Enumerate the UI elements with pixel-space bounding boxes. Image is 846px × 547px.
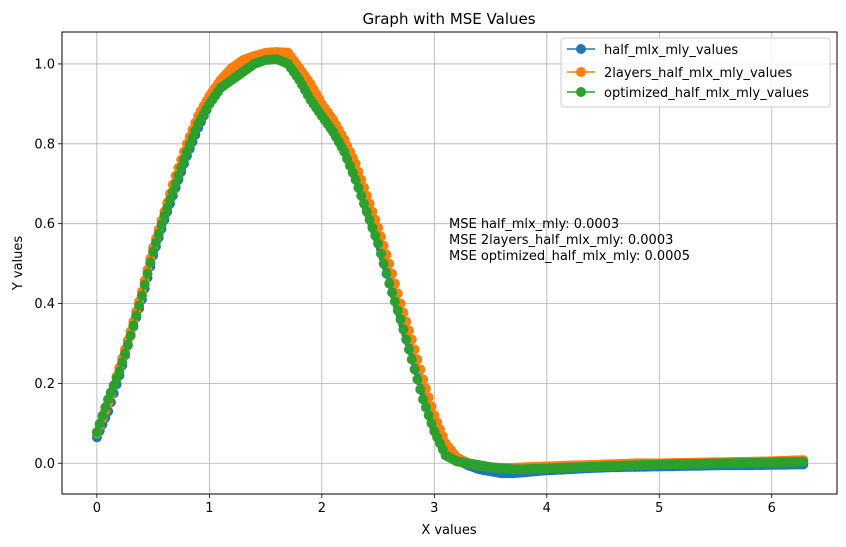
- series-3-point: [136, 290, 147, 301]
- series-3-point: [359, 198, 369, 209]
- series-3-point: [406, 354, 417, 365]
- series-3-point: [131, 310, 142, 321]
- series-3-point: [153, 228, 164, 239]
- x-tick-label: 1: [205, 501, 213, 516]
- x-ticks: 0 1 2 3 4 5 6: [93, 494, 776, 516]
- legend-entry-2: 2layers_half_mlx_mly_values: [567, 66, 792, 81]
- series-3-point: [389, 296, 400, 307]
- legend-entry-3: optimized_half_mlx_mly_values: [567, 86, 809, 101]
- y-tick-label: 0.0: [34, 457, 55, 472]
- mse-annotation-1: MSE half_mlx_mly: 0.0003: [449, 217, 619, 232]
- series-3-point: [142, 268, 153, 279]
- series-3-point: [364, 214, 375, 225]
- x-tick-label: 3: [430, 501, 438, 516]
- series-3-point: [353, 182, 364, 193]
- legend-label-3: optimized_half_mlx_mly_values: [604, 86, 809, 101]
- legend-marker-3: [576, 87, 586, 97]
- series-3-point: [387, 287, 398, 298]
- y-ticks: 0.0 0.2 0.4 0.6 0.8 1.0: [34, 57, 62, 472]
- y-tick-label: 0.4: [34, 297, 55, 312]
- series-3-point: [381, 268, 392, 279]
- x-tick-label: 5: [655, 501, 663, 516]
- series-3-point: [134, 300, 145, 311]
- series-3-point: [120, 348, 130, 359]
- mse-annotations: MSE half_mlx_mly: 0.0003 MSE 2layers_hal…: [449, 217, 690, 264]
- series-3-point: [375, 248, 386, 259]
- series-3-point: [150, 237, 161, 248]
- series-3-point: [395, 314, 406, 325]
- y-axis-label: Y values: [11, 236, 26, 292]
- x-tick-label: 2: [318, 501, 326, 516]
- series-3-point: [398, 324, 409, 335]
- series-3-point: [173, 170, 184, 181]
- series-3-point: [384, 278, 395, 289]
- series-3-point: [356, 190, 367, 201]
- series-3-point: [798, 456, 809, 467]
- plot-area: [62, 32, 837, 494]
- mse-annotation-2: MSE 2layers_half_mlx_mly: 0.0003: [449, 233, 673, 248]
- series-3-point: [367, 222, 378, 233]
- series-3-point: [179, 154, 189, 165]
- series-3-point: [145, 257, 156, 268]
- legend: half_mlx_mly_values 2layers_half_mlx_mly…: [560, 37, 831, 108]
- x-tick-label: 0: [93, 501, 101, 516]
- series-3-point: [128, 320, 139, 331]
- legend-marker-1: [576, 44, 586, 54]
- series-3-point: [392, 305, 403, 316]
- legend-label-2: 2layers_half_mlx_mly_values: [604, 66, 792, 81]
- series-3-point: [159, 210, 170, 221]
- series-3-point: [404, 344, 414, 355]
- series-3: [91, 54, 809, 475]
- series-3-point: [100, 402, 111, 413]
- mse-annotation-3: MSE optimized_half_mlx_mly: 0.0005: [449, 249, 690, 264]
- legend-marker-2: [576, 67, 586, 77]
- series-3-point: [176, 162, 187, 173]
- series-3-point: [165, 194, 175, 205]
- x-tick-label: 6: [768, 501, 776, 516]
- series-3-point: [423, 410, 434, 421]
- series-3-point: [162, 202, 173, 213]
- series-3-point: [409, 364, 420, 375]
- series-3-point: [91, 427, 102, 438]
- legend-entry-1: half_mlx_mly_values: [567, 43, 738, 58]
- x-tick-label: 4: [543, 501, 551, 516]
- series-3-point: [350, 174, 361, 185]
- series-3-point: [94, 418, 105, 429]
- series-3-point: [361, 206, 372, 217]
- series-3-point: [370, 230, 381, 241]
- series-3-point: [170, 178, 181, 189]
- series-3-point: [426, 418, 437, 429]
- legend-box: [560, 37, 831, 108]
- legend-label-1: half_mlx_mly_values: [604, 43, 738, 58]
- x-axis-label: X values: [421, 523, 477, 538]
- y-tick-label: 0.6: [34, 217, 55, 232]
- series-3-point: [167, 186, 178, 197]
- series-3-point: [401, 334, 412, 345]
- series-layer: [91, 47, 809, 479]
- series-3-point: [114, 366, 125, 377]
- series-3-point: [139, 279, 150, 290]
- series-3-point: [125, 330, 136, 341]
- series-3-point: [412, 374, 423, 385]
- series-3-point: [97, 410, 108, 421]
- y-tick-label: 1.0: [34, 57, 55, 72]
- chart-title: Graph with MSE Values: [362, 10, 535, 28]
- series-3-point: [148, 246, 159, 257]
- series-3-point: [122, 339, 133, 350]
- plot-frame: [61, 31, 838, 495]
- series-3-point: [415, 384, 426, 395]
- series-3-point: [117, 357, 128, 368]
- series-3-point: [420, 402, 431, 413]
- series-3-point: [418, 394, 429, 405]
- series-3-point: [373, 238, 384, 249]
- series-3-point: [156, 219, 167, 230]
- y-tick-label: 0.8: [34, 137, 55, 152]
- y-tick-label: 0.2: [34, 377, 55, 392]
- series-3-point: [378, 258, 389, 269]
